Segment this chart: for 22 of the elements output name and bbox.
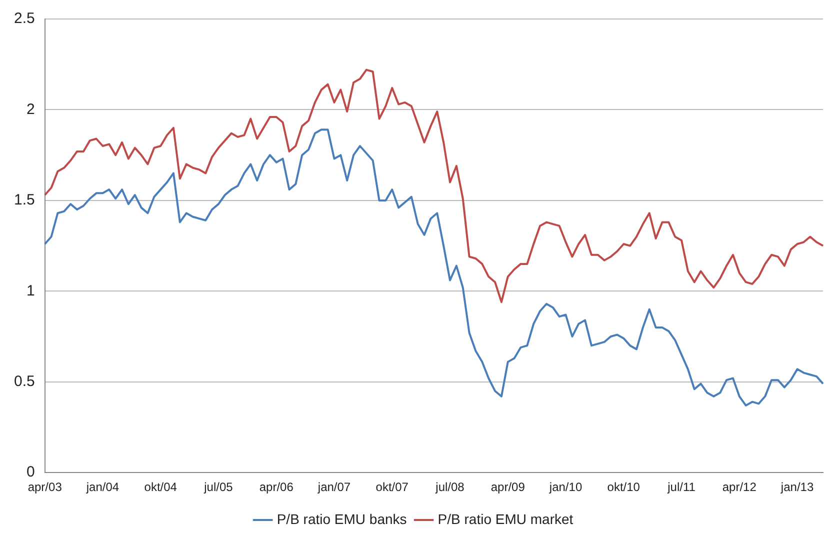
x-tick-label: okt/10	[607, 480, 640, 494]
x-tick-label: jan/13	[780, 480, 814, 494]
x-tick-label: okt/04	[144, 480, 178, 494]
x-tick-label: jul/08	[434, 480, 465, 494]
y-tick-label: 2	[26, 100, 35, 118]
legend-label: P/B ratio EMU banks	[276, 510, 407, 527]
x-tick-label: jan/07	[316, 480, 351, 494]
y-tick-label: 0	[26, 464, 35, 481]
x-tick-label: jul/11	[666, 480, 696, 494]
y-tick-label: 0.5	[14, 373, 35, 390]
x-tick-label: jan/04	[85, 480, 120, 494]
y-tick-label: 2.5	[14, 10, 35, 28]
y-tick-label: 1.5	[14, 192, 35, 209]
x-tick-label: apr/06	[259, 480, 294, 494]
x-tick-label: jan/10	[548, 480, 582, 494]
y-tick-label: 1	[26, 282, 35, 300]
x-tick-label: apr/12	[722, 480, 757, 494]
legend-label: P/B ratio EMU market	[438, 510, 574, 527]
x-tick-label: apr/09	[490, 480, 526, 494]
x-tick-label: okt/07	[376, 480, 409, 494]
x-tick-label: jul/05	[203, 480, 234, 494]
x-tick-label: apr/03	[28, 480, 62, 494]
